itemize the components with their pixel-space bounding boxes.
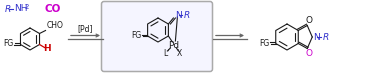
Text: O: O (306, 16, 313, 25)
Text: N: N (175, 11, 182, 20)
Text: H: H (43, 44, 50, 53)
Text: NH: NH (14, 4, 28, 13)
Text: FG: FG (3, 40, 14, 48)
Text: R: R (322, 32, 328, 42)
Text: [Pd]: [Pd] (78, 24, 93, 34)
Text: 2: 2 (25, 3, 29, 9)
Text: R: R (5, 5, 11, 13)
Text: CHO: CHO (46, 20, 64, 30)
Text: FG: FG (131, 31, 141, 40)
Text: O: O (306, 49, 313, 58)
FancyBboxPatch shape (102, 1, 212, 71)
Text: CO: CO (45, 4, 61, 14)
Text: FG: FG (259, 38, 269, 48)
Text: R: R (183, 11, 190, 20)
Text: N: N (313, 32, 320, 42)
Text: L': L' (163, 48, 170, 57)
Text: X: X (177, 48, 182, 57)
Text: Pd: Pd (168, 40, 179, 50)
